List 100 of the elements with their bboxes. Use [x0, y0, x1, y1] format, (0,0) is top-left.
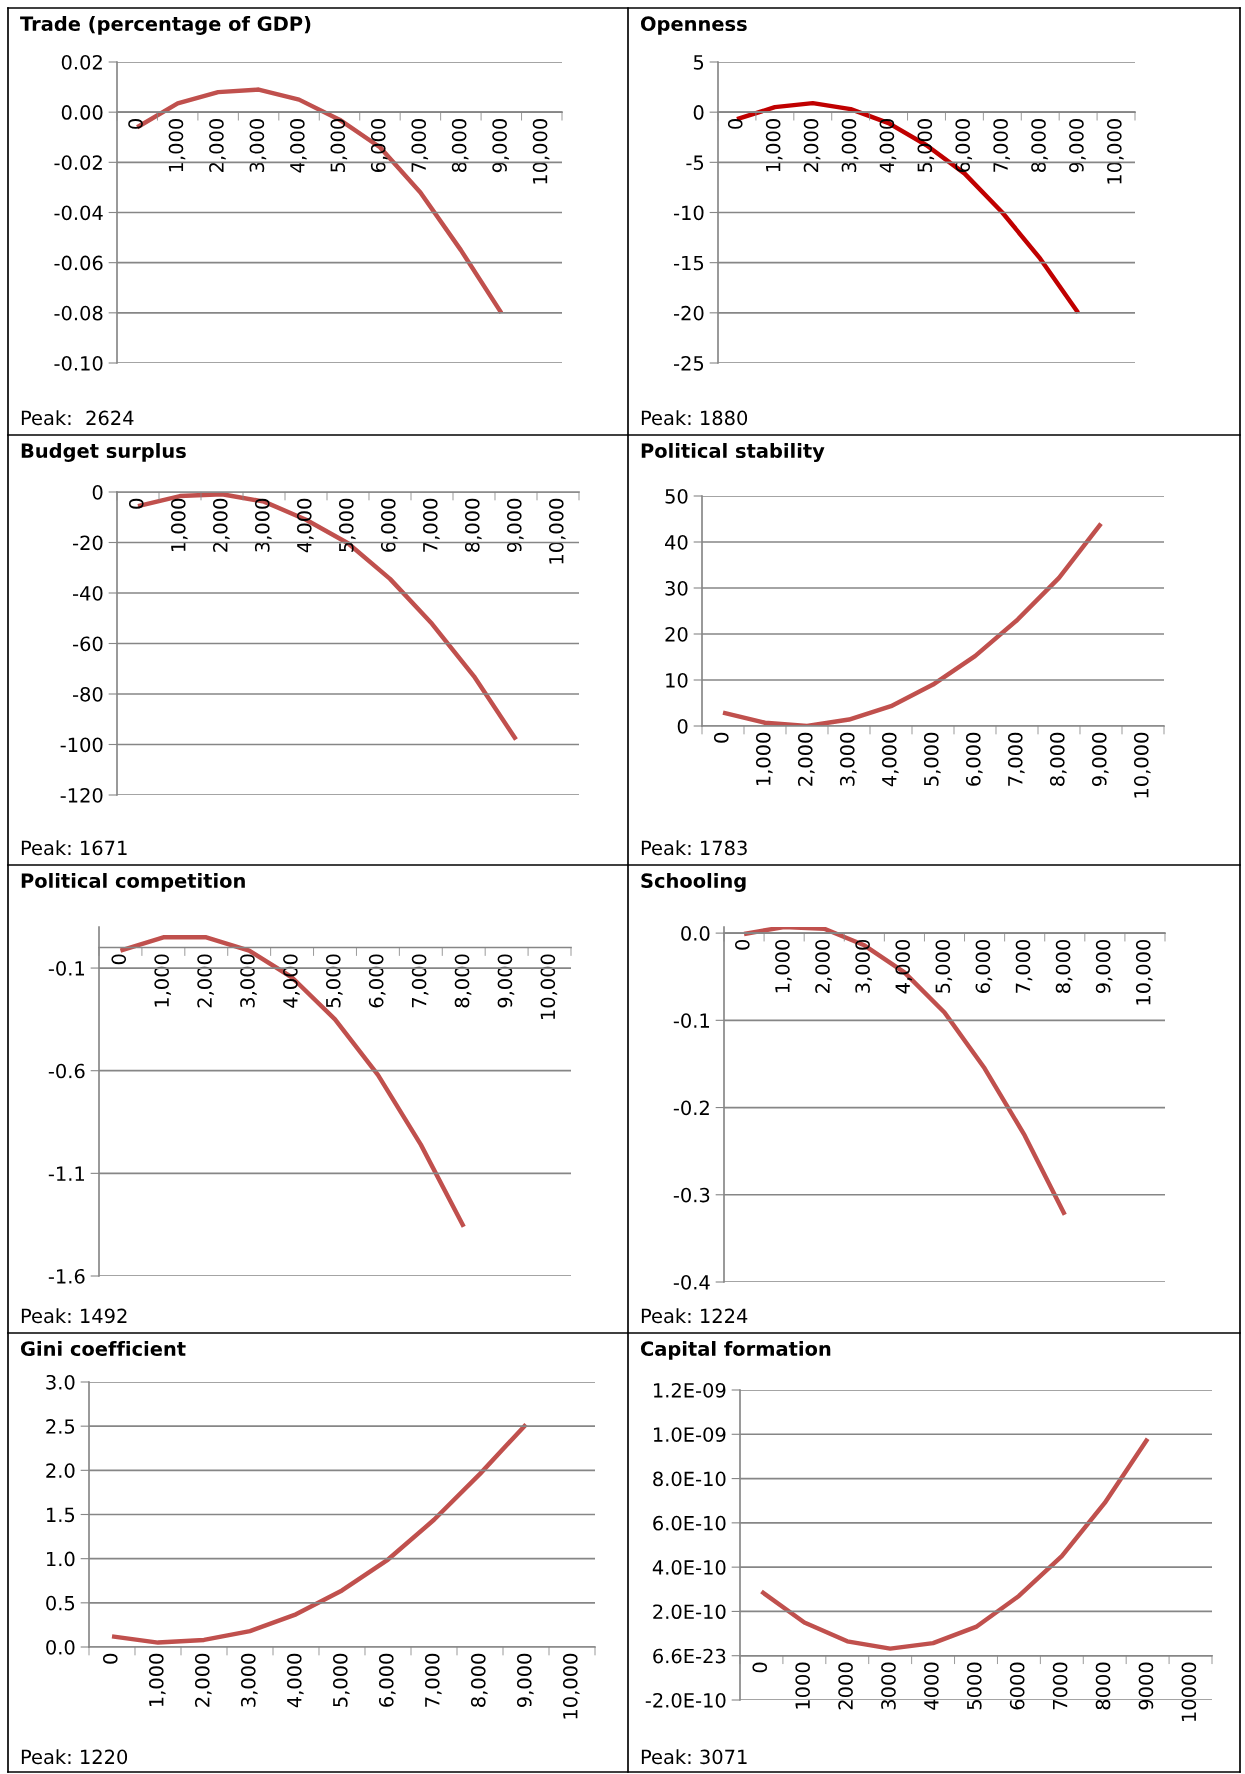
- y-tick-label: -0.06: [54, 255, 103, 271]
- x-tick-label: 3000: [881, 1662, 896, 1710]
- x-tick-label: 6000: [1009, 1662, 1025, 1710]
- chart-title: Budget surplus: [21, 443, 186, 462]
- x-tick-label: 2,000: [797, 732, 815, 786]
- x-tick-label: 0: [111, 954, 127, 965]
- x-tick-label: 6,000: [378, 1653, 396, 1707]
- y-tick-label: -0.08: [54, 305, 103, 321]
- x-tick-label: 9,000: [506, 498, 524, 552]
- x-tick-label: 5,000: [332, 1653, 350, 1707]
- y-tick-label: 1.5: [47, 1507, 75, 1523]
- y-tick-label: 1.0E-09: [653, 1427, 726, 1442]
- y-tick-label: -10: [674, 205, 704, 221]
- x-tick-label: 3,000: [839, 732, 857, 786]
- x-tick-label: 7,000: [424, 1653, 442, 1707]
- x-tick-label: 2,000: [194, 1653, 212, 1707]
- x-tick-label: 0: [734, 939, 750, 950]
- y-tick-label: 50: [665, 488, 688, 504]
- x-tick-label: 6,000: [370, 119, 388, 173]
- x-tick-label: 0: [102, 1653, 118, 1664]
- x-tick-label: 3,000: [254, 498, 272, 552]
- text: Peak: 1220: [21, 1749, 128, 1765]
- text: Peak: 1492: [21, 1308, 127, 1324]
- x-tick-label: 4000: [924, 1662, 939, 1710]
- x-tick-label: 0: [752, 1662, 768, 1673]
- x-tick-label: 5,000: [330, 119, 348, 172]
- x-tick-label: 8,000: [464, 498, 482, 552]
- x-tick-label: 5,000: [923, 732, 941, 786]
- x-tick-label: 0: [128, 119, 143, 129]
- y-tick-label: 4.0E-10: [652, 1560, 726, 1575]
- x-tick-label: 8,000: [470, 1653, 488, 1707]
- x-tick-label: 4,000: [879, 119, 897, 173]
- y-tick-label: 30: [665, 580, 688, 596]
- y-tick-label: 20: [665, 626, 688, 642]
- x-tick-label: 10,000: [548, 498, 566, 564]
- y-tick-label: 0.0: [46, 1639, 75, 1655]
- x-tick-label: 7,000: [1007, 732, 1025, 786]
- x-tick-label: 3,000: [855, 939, 872, 993]
- y-tick-label: -2.0E-10: [645, 1692, 726, 1708]
- x-tick-label: 3,000: [841, 119, 859, 172]
- y-tick-label: 6.0E-10: [653, 1515, 726, 1531]
- x-tick-label: 10,000: [562, 1653, 580, 1719]
- y-tick-label: 0.5: [46, 1595, 75, 1611]
- y-tick-label: -0.1: [48, 961, 85, 976]
- x-tick-label: 1,000: [154, 954, 171, 1007]
- x-tick-label: 9,000: [1091, 732, 1109, 786]
- x-tick-label: 8,000: [1055, 939, 1073, 994]
- y-tick-label: 0: [92, 484, 103, 500]
- x-tick-label: 9,000: [1069, 119, 1086, 173]
- x-tick-label: 10000: [1181, 1662, 1197, 1721]
- chart-title: Schooling: [641, 873, 746, 892]
- y-tick-label: -15: [674, 255, 704, 271]
- x-tick-label: 8,000: [1031, 119, 1048, 173]
- y-tick-label: 6.6E-23: [653, 1648, 726, 1664]
- x-tick-label: 4,000: [289, 119, 307, 173]
- y-tick-label: -0.10: [54, 355, 103, 371]
- y-tick-label: 2.0E-10: [653, 1604, 726, 1620]
- text: Peak: 1880: [641, 410, 748, 426]
- x-tick-label: 10,000: [1135, 939, 1153, 1005]
- y-tick-label: -5: [686, 155, 704, 170]
- y-tick-label: 5: [693, 55, 704, 70]
- text: Peak: 3071: [641, 1749, 747, 1765]
- y-tick-label: -120: [60, 787, 103, 803]
- x-tick-label: 8,000: [451, 119, 469, 173]
- x-tick-label: 7,000: [411, 119, 429, 172]
- x-tick-label: 4,000: [881, 732, 899, 787]
- x-tick-label: 0: [727, 119, 743, 129]
- x-tick-label: 7000: [1052, 1662, 1068, 1710]
- y-tick-label: 3.0: [46, 1374, 75, 1390]
- x-tick-label: 1,000: [168, 119, 186, 172]
- y-tick-label: 0: [677, 718, 688, 734]
- x-tick-label: 7,000: [993, 119, 1010, 172]
- y-tick-label: 1.0: [47, 1551, 75, 1567]
- y-tick-label: -0.3: [673, 1187, 710, 1203]
- text: Peak: 2624: [21, 410, 134, 426]
- chart-title: Gini coefficient: [20, 1341, 186, 1357]
- x-tick-label: 3,000: [240, 954, 257, 1008]
- y-tick-label: -60: [73, 636, 103, 652]
- x-tick-label: 7,000: [422, 498, 440, 552]
- x-tick-label: 10,000: [532, 119, 550, 184]
- x-tick-label: 9,000: [516, 1653, 534, 1707]
- x-tick-label: 8000: [1095, 1662, 1111, 1710]
- x-tick-label: 6,000: [368, 954, 386, 1008]
- x-tick-label: 10,000: [1133, 732, 1151, 798]
- x-tick-label: 10,000: [1106, 119, 1124, 184]
- x-tick-label: 3,000: [249, 119, 267, 172]
- x-tick-label: 8,000: [1049, 732, 1067, 786]
- x-tick-label: 2,000: [815, 939, 832, 993]
- chart-title: Political competition: [21, 873, 245, 892]
- x-tick-label: 4,000: [283, 954, 300, 1008]
- y-tick-label: 1.2E-09: [653, 1382, 726, 1398]
- x-tick-label: 6,000: [380, 498, 398, 552]
- x-tick-label: 9,000: [497, 954, 515, 1008]
- x-tick-label: 5,000: [935, 939, 953, 993]
- y-tick-label: -1.1: [48, 1166, 85, 1181]
- x-tick-label: 9000: [1138, 1662, 1154, 1710]
- x-tick-label: 4,000: [895, 939, 913, 994]
- chart-title: Political stability: [641, 443, 825, 462]
- text: Peak: 1783: [641, 840, 747, 856]
- x-tick-label: 6,000: [965, 732, 983, 786]
